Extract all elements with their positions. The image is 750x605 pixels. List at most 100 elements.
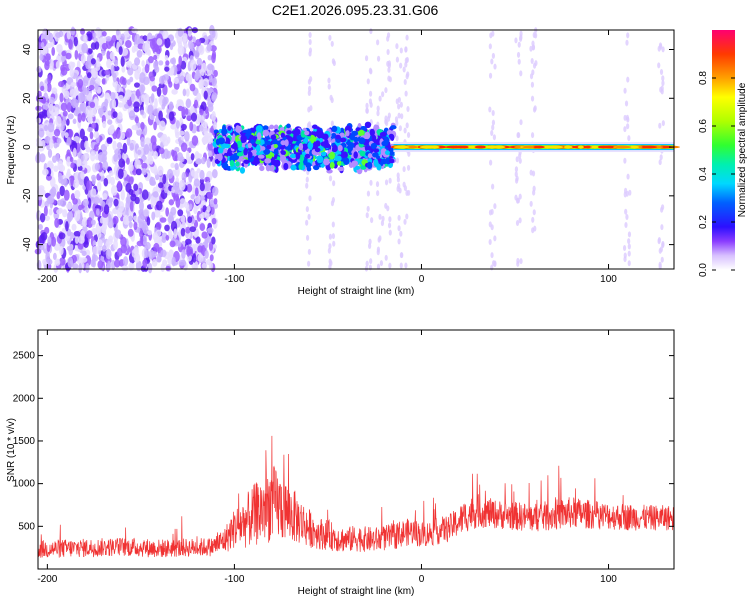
spectrogram-cell — [250, 139, 255, 144]
spectrogram-cell — [56, 209, 62, 215]
spectrogram-cell — [161, 237, 167, 244]
spectrogram-cell — [108, 170, 114, 177]
spectrogram-cell — [80, 54, 86, 64]
spectrogram-cell — [331, 233, 336, 240]
spectrogram-cell — [46, 258, 53, 265]
spectrogram-cell — [514, 166, 519, 173]
spectrogram-cell — [491, 260, 496, 267]
spectrogram-cell — [45, 53, 51, 61]
spectrogram-cell — [336, 155, 342, 162]
spectrogram-cell — [365, 102, 369, 109]
spectrogram-cell — [624, 222, 628, 229]
spectrogram-cell — [625, 190, 629, 197]
spectrogram-cell — [130, 193, 137, 202]
spectrogram-cell — [139, 200, 144, 212]
carrier-peak — [577, 145, 584, 149]
spectrogram-cell — [192, 253, 197, 263]
spectrogram-cell — [47, 74, 52, 85]
spectrogram-cell — [399, 101, 403, 108]
spectrogram-cell — [305, 219, 309, 226]
spectrogram-cell — [93, 131, 100, 139]
spectrogram-cell — [123, 30, 130, 38]
spectrogram-cell — [42, 101, 49, 111]
spectrogram-cell — [235, 125, 240, 132]
spectrogram-cell — [151, 141, 157, 152]
spectrogram-cell — [133, 82, 141, 88]
spectrogram-cell — [90, 106, 97, 118]
spectrogram-cell — [148, 249, 155, 260]
spectrogram-cell — [404, 262, 408, 269]
spectrogram-cell — [170, 162, 175, 169]
spectrogram-cell — [369, 258, 373, 265]
spectrogram-cell — [531, 170, 536, 177]
spectrogram-cell — [163, 186, 169, 194]
snr-x-axis-label: Height of straight line (km) — [298, 586, 415, 597]
spectrogram-cell — [43, 82, 48, 93]
spectrogram-cell — [89, 101, 96, 108]
spectrogram-cell — [196, 92, 202, 102]
spectrogram-cell — [107, 119, 113, 125]
spectrogram-cell — [74, 210, 81, 222]
spectrogram-cell — [185, 238, 192, 245]
spectrogram-cell — [101, 50, 106, 56]
spectrogram-cell — [308, 32, 312, 39]
spectrogram-cell — [62, 110, 68, 117]
spectrogram-cell — [286, 130, 292, 135]
spectrogram-cell — [95, 208, 100, 216]
spectrogram-cell — [193, 260, 199, 270]
spectrogram-cell — [117, 102, 124, 108]
spectrogram-cell — [61, 122, 65, 131]
spectrogram-cell — [327, 77, 331, 84]
spectrogram-cell — [121, 48, 129, 57]
spectrogram-cell — [364, 121, 372, 129]
spectrogram-cell — [94, 162, 100, 171]
spectrogram-cell — [309, 105, 313, 112]
spectrogram-cell — [218, 137, 225, 145]
spectrogram-cell — [125, 39, 132, 49]
spectrogram-cell — [659, 43, 663, 50]
spectrogram-cell — [164, 224, 170, 232]
spectrogram-cell — [142, 234, 148, 246]
spectrogram-cell — [213, 198, 218, 205]
spectrogram-cell — [39, 213, 46, 223]
spectrogram-cell — [660, 256, 664, 263]
spectrogram-cell — [623, 126, 627, 133]
spectrogram-cell — [514, 37, 518, 44]
spectrogram-cell — [201, 231, 208, 239]
spectrogram-cell — [180, 227, 186, 237]
spectrogram-cell — [127, 228, 134, 237]
spectrogram-cell — [330, 200, 335, 207]
spectrogram-cell — [191, 112, 198, 122]
spectrogram-cell — [515, 156, 519, 163]
spectrogram-cell — [91, 176, 96, 185]
spectrogram-cell — [384, 254, 388, 261]
spectrogram-cell — [118, 94, 124, 101]
spectrogram-cell — [74, 235, 80, 244]
spectrogram-cell — [88, 48, 93, 54]
spectrogram-cell — [519, 119, 523, 126]
spectrogram-cell — [623, 157, 627, 164]
spectrogram-cell — [69, 68, 75, 78]
spectrogram-cell — [99, 217, 105, 224]
spectrogram-cell — [141, 94, 146, 103]
spectrogram-cell — [519, 258, 523, 265]
spectrogram-cell — [320, 151, 327, 157]
spectrogram-cell — [330, 97, 334, 104]
spectrogram-cell — [184, 108, 189, 115]
spectrogram-cell — [68, 128, 73, 139]
spectrogram-cell — [199, 195, 206, 201]
spectrogram-cell — [388, 177, 392, 184]
spectrogram-cell — [367, 153, 373, 159]
spectrogram-cell — [229, 155, 235, 163]
spectrogram-cell — [368, 67, 373, 74]
spectrogram-cell — [493, 63, 497, 70]
spectrogram-cell — [162, 74, 170, 81]
spectrogram-cell — [93, 196, 100, 205]
spectrogram-cell — [171, 88, 178, 95]
spectrogram-cell — [328, 175, 333, 182]
spectrogram-cell — [375, 181, 380, 188]
spectrogram-cell — [101, 101, 108, 112]
spectrogram-cell — [151, 85, 158, 92]
spectrogram-cell — [162, 30, 169, 39]
spectrogram-cell — [185, 226, 191, 234]
